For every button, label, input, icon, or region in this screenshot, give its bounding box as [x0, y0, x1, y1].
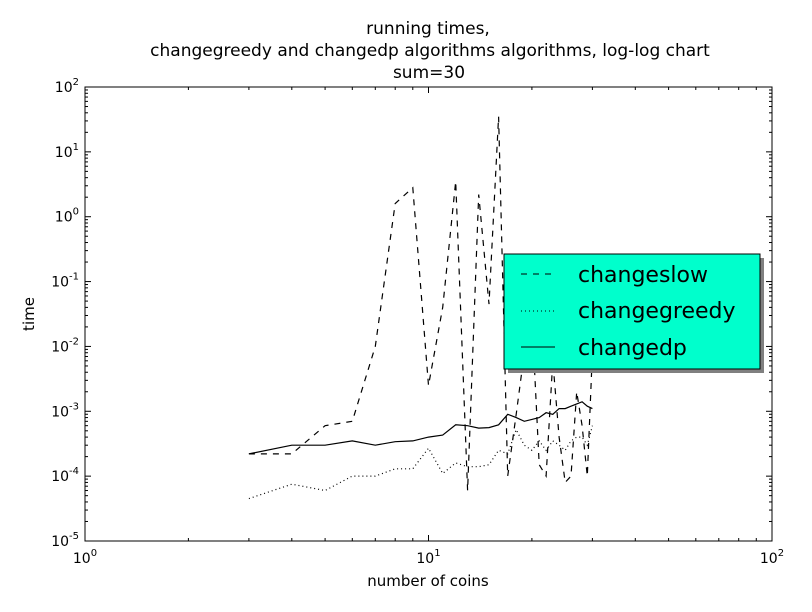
chart-title-line-3: sum=30 — [393, 63, 465, 83]
legend-box — [503, 253, 761, 370]
chart-title-line-2: changegreedy and changedp algorithms alg… — [150, 41, 710, 61]
y-tick-label: 10-3 — [51, 401, 79, 420]
y-axis-label: time — [20, 297, 38, 331]
y-tick-label: 10-1 — [51, 272, 79, 291]
x-axis-label: number of coins — [367, 572, 489, 590]
legend: changeslow changegreedy changedp — [503, 253, 764, 373]
y-tick-label: 102 — [55, 77, 79, 96]
y-tick-label: 10-2 — [51, 336, 79, 355]
ticks-layer: 100 101 102 10-5 10-4 10-3 10-2 10-1 100 101 102 — [51, 77, 784, 567]
legend-label-changegreedy: changegreedy — [578, 299, 736, 324]
x-tick-label: 102 — [760, 548, 784, 567]
plot-area: 100 101 102 10-5 10-4 10-3 10-2 10-1 100 101 102 — [51, 77, 784, 567]
y-tick-label: 10-5 — [51, 531, 79, 550]
y-tick-label: 100 — [55, 207, 79, 226]
y-tick-label: 10-4 — [51, 466, 79, 485]
x-tick-label: 101 — [416, 548, 440, 567]
x-tick-label: 100 — [73, 548, 97, 567]
series-layer — [248, 116, 593, 500]
legend-label-changeslow: changeslow — [578, 263, 708, 288]
legend-label-changedp: changedp — [578, 336, 687, 361]
y-tick-label: 101 — [55, 142, 79, 161]
series-line-changeslow — [248, 116, 593, 491]
chart-title-line-1: running times, — [366, 19, 490, 39]
series-line-changedp — [248, 401, 593, 455]
